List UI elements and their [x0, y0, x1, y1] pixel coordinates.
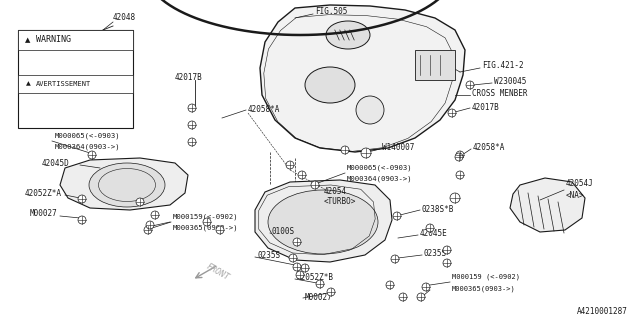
Circle shape: [136, 198, 144, 206]
Circle shape: [356, 96, 384, 124]
Text: ▲: ▲: [26, 82, 30, 86]
Circle shape: [426, 224, 434, 232]
Text: AVERTISSEMENT: AVERTISSEMENT: [36, 81, 92, 87]
Circle shape: [316, 280, 324, 288]
Ellipse shape: [268, 190, 378, 254]
Text: WARNING: WARNING: [36, 36, 71, 44]
Text: M000159(<-0902): M000159(<-0902): [173, 214, 239, 220]
Polygon shape: [60, 158, 188, 210]
Text: M000159 (<-0902): M000159 (<-0902): [452, 274, 520, 280]
Circle shape: [443, 246, 451, 254]
Text: FRONT: FRONT: [205, 262, 231, 282]
Circle shape: [188, 104, 196, 112]
Circle shape: [361, 148, 371, 158]
Text: M00027: M00027: [305, 292, 333, 301]
Bar: [18, 30, 133, 128]
Polygon shape: [260, 5, 465, 152]
Text: 42054J: 42054J: [566, 180, 594, 188]
Circle shape: [293, 238, 301, 246]
Polygon shape: [255, 180, 392, 262]
Text: 0238S*B: 0238S*B: [422, 204, 454, 213]
Ellipse shape: [326, 21, 370, 49]
Circle shape: [455, 153, 463, 161]
Text: 42052Z*A: 42052Z*A: [25, 188, 62, 197]
Circle shape: [203, 218, 211, 226]
Text: FIG.421-2: FIG.421-2: [482, 61, 524, 70]
Circle shape: [327, 288, 335, 296]
Text: 0100S: 0100S: [272, 228, 295, 236]
Circle shape: [399, 293, 407, 301]
Circle shape: [393, 212, 401, 220]
Text: <TURBO>: <TURBO>: [324, 196, 356, 205]
Text: M000364(0903->): M000364(0903->): [347, 176, 413, 182]
Text: 42058*A: 42058*A: [248, 105, 280, 114]
Text: 42017B: 42017B: [472, 102, 500, 111]
Circle shape: [391, 255, 399, 263]
Circle shape: [448, 109, 456, 117]
Circle shape: [341, 146, 349, 154]
Text: W230045: W230045: [494, 77, 526, 86]
Circle shape: [78, 216, 86, 224]
Circle shape: [296, 271, 304, 279]
Circle shape: [188, 138, 196, 146]
Circle shape: [466, 81, 474, 89]
Circle shape: [311, 181, 319, 189]
Text: 42052Z*B: 42052Z*B: [297, 274, 334, 283]
Circle shape: [78, 195, 86, 203]
Text: 42045E: 42045E: [420, 229, 448, 238]
Circle shape: [293, 263, 301, 271]
Circle shape: [151, 211, 159, 219]
Bar: [18, 30, 133, 50]
Circle shape: [298, 171, 306, 179]
Text: A4210001287: A4210001287: [577, 308, 628, 316]
Text: <NA>: <NA>: [566, 190, 584, 199]
Bar: [18, 75, 133, 93]
Circle shape: [422, 283, 430, 291]
Circle shape: [386, 281, 394, 289]
Circle shape: [286, 161, 294, 169]
Text: FIG.505: FIG.505: [315, 7, 348, 17]
Text: M000365(0903->): M000365(0903->): [173, 225, 239, 231]
Circle shape: [188, 121, 196, 129]
Text: 0235S: 0235S: [424, 250, 447, 259]
Text: M000365(0903->): M000365(0903->): [452, 286, 516, 292]
Circle shape: [146, 221, 154, 229]
Text: 42054: 42054: [324, 187, 347, 196]
Circle shape: [456, 151, 464, 159]
Circle shape: [456, 171, 464, 179]
Ellipse shape: [89, 163, 165, 207]
Text: 42045D: 42045D: [42, 158, 70, 167]
Circle shape: [450, 193, 460, 203]
Text: 42048: 42048: [113, 13, 136, 22]
Text: M00027: M00027: [30, 210, 58, 219]
Circle shape: [289, 254, 297, 262]
Text: M000065(<-0903): M000065(<-0903): [55, 133, 120, 139]
Text: CROSS MENBER: CROSS MENBER: [472, 90, 527, 99]
Polygon shape: [510, 178, 585, 232]
Text: 42058*A: 42058*A: [473, 143, 506, 153]
Circle shape: [417, 293, 425, 301]
Ellipse shape: [305, 67, 355, 103]
Text: 42017B: 42017B: [175, 73, 203, 82]
Bar: [415, 50, 455, 80]
Text: M000364(0903->): M000364(0903->): [55, 144, 120, 150]
Circle shape: [144, 226, 152, 234]
Text: M000065(<-0903): M000065(<-0903): [347, 165, 413, 171]
Circle shape: [443, 259, 451, 267]
Text: ▲: ▲: [26, 37, 31, 43]
Circle shape: [301, 264, 309, 272]
Text: 0235S: 0235S: [257, 252, 280, 260]
Circle shape: [88, 151, 96, 159]
Circle shape: [216, 226, 224, 234]
Text: W140007: W140007: [382, 143, 414, 153]
